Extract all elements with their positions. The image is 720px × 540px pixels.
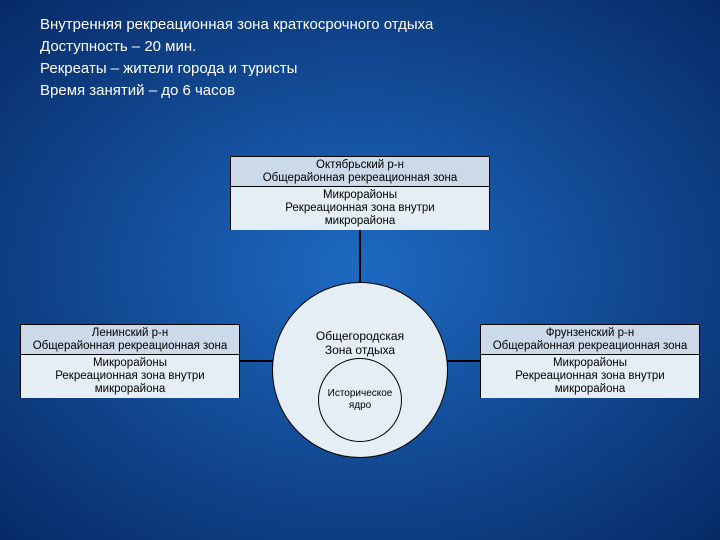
header-text: Внутренняя рекреационная зона краткосроч… [40, 14, 433, 102]
connector-right [446, 360, 480, 362]
outer-circle-label: Общегородская Зона отдыха [273, 329, 447, 357]
connector-top [359, 230, 361, 282]
inner-circle-label: Историческое ядро [328, 388, 393, 412]
district-top: Октябрьский р-н Общерайонная рекреационн… [230, 156, 490, 230]
district-right-title: Фрунзенский р-н Общерайонная рекреационн… [481, 325, 699, 354]
district-left-subtitle: Микрорайоны Рекреационная зона внутри ми… [21, 354, 239, 398]
district-right: Фрунзенский р-н Общерайонная рекреационн… [480, 324, 700, 398]
district-left: Ленинский р-н Общерайонная рекреационная… [20, 324, 240, 398]
slide-stage: Внутренняя рекреационная зона краткосроч… [0, 0, 720, 540]
district-left-title: Ленинский р-н Общерайонная рекреационная… [21, 325, 239, 354]
district-right-subtitle: Микрорайоны Рекреационная зона внутри ми… [481, 354, 699, 398]
district-top-subtitle: Микрорайоны Рекреационная зона внутри ми… [231, 186, 489, 230]
connector-left [240, 360, 274, 362]
inner-circle: Историческое ядро [318, 358, 402, 442]
district-top-title: Октябрьский р-н Общерайонная рекреационн… [231, 157, 489, 186]
